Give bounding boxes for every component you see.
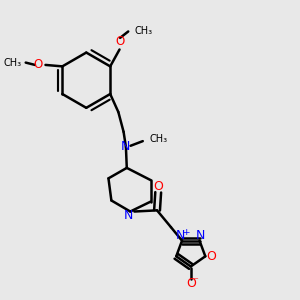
Text: O: O	[153, 180, 163, 193]
Text: +: +	[182, 228, 190, 237]
Text: O: O	[116, 35, 125, 48]
Text: O: O	[34, 58, 43, 71]
Text: CH₃: CH₃	[149, 134, 167, 144]
Text: N: N	[176, 229, 186, 242]
Text: CH₃: CH₃	[4, 58, 22, 68]
Text: N: N	[196, 229, 206, 242]
Text: O: O	[206, 250, 216, 263]
Text: N: N	[123, 208, 133, 221]
Text: CH₃: CH₃	[135, 26, 153, 36]
Text: ⁻: ⁻	[193, 276, 198, 286]
Text: N: N	[121, 140, 130, 153]
Text: O: O	[186, 277, 196, 290]
